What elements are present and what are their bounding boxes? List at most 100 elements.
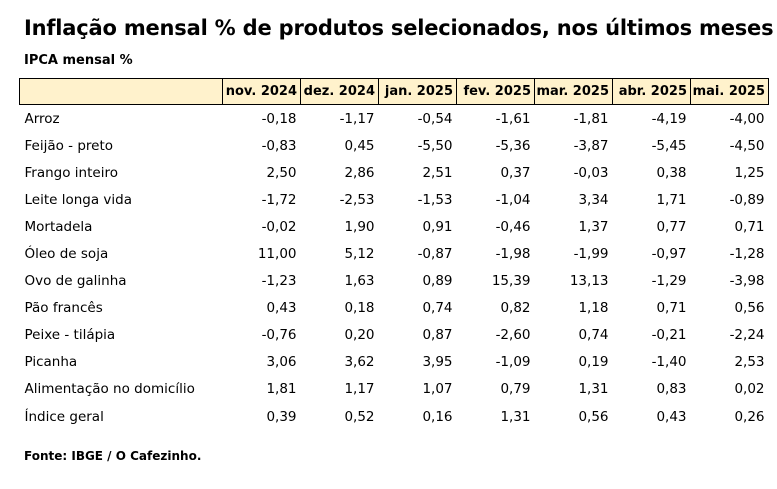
- value-cell: -1,17: [339, 110, 375, 127]
- value-cell: -1,23: [261, 273, 297, 290]
- value-cell: -1,98: [495, 246, 531, 263]
- chart-subtitle: IPCA mensal %: [24, 53, 133, 68]
- value-cell: -1,72: [261, 191, 297, 208]
- value-cell: -2,53: [339, 191, 375, 208]
- value-cell: 2,86: [344, 164, 375, 181]
- value-cell: 0,87: [422, 327, 453, 344]
- value-cell: -0,02: [261, 218, 297, 235]
- value-cell: 3,95: [422, 354, 453, 371]
- row-label: Feijão - preto: [24, 137, 114, 154]
- value-cell: 1,31: [578, 381, 609, 398]
- row-label: Leite longa vida: [24, 191, 133, 208]
- value-cell: 0,16: [422, 408, 453, 425]
- value-cell: -1,53: [417, 191, 453, 208]
- value-cell: 1,18: [578, 300, 609, 317]
- value-cell: 0,56: [734, 300, 765, 317]
- value-cell: 13,13: [569, 273, 609, 290]
- value-cell: 0,77: [656, 218, 687, 235]
- value-cell: -3,87: [573, 137, 609, 154]
- value-cell: -5,45: [651, 137, 687, 154]
- value-cell: 0,74: [422, 300, 453, 317]
- value-cell: 15,39: [491, 273, 531, 290]
- value-cell: 3,62: [344, 354, 375, 371]
- value-cell: 0,79: [500, 381, 531, 398]
- header-corner-cell: [19, 78, 223, 105]
- value-cell: 0,52: [344, 408, 375, 425]
- value-cell: 0,39: [266, 408, 297, 425]
- row-label: Mortadela: [24, 218, 93, 235]
- value-cell: 2,53: [734, 354, 765, 371]
- value-cell: -1,29: [651, 273, 687, 290]
- value-cell: 1,90: [344, 218, 375, 235]
- value-cell: -0,97: [651, 246, 687, 263]
- value-cell: -0,54: [417, 110, 453, 127]
- value-cell: 0,43: [656, 408, 687, 425]
- table-row: Óleo de soja 11,00 5,12 -0,87 -1,98 -1,99 -0,9…: [20, 240, 769, 267]
- column-header: jan. 2025: [378, 78, 457, 105]
- column-header: fev. 2025: [456, 78, 535, 105]
- value-cell: -0,76: [261, 327, 297, 344]
- value-cell: 2,51: [422, 164, 453, 181]
- value-cell: -0,21: [651, 327, 687, 344]
- table-row: Leite longa vida -1,72 -2,53 -1,53 -1,04 3,34…: [20, 186, 769, 213]
- value-cell: 0,71: [656, 300, 687, 317]
- value-cell: -4,00: [729, 110, 765, 127]
- value-cell: 3,06: [266, 354, 297, 371]
- header-row: nov. 2024 dez. 2024 jan. 2025 fev. 2025 mar.…: [19, 78, 769, 105]
- value-cell: 1,37: [578, 218, 609, 235]
- value-cell: -1,09: [495, 354, 531, 371]
- value-cell: -0,18: [261, 110, 297, 127]
- value-cell: -0,03: [573, 164, 609, 181]
- inflation-table: nov. 2024 dez. 2024 jan. 2025 fev. 2025 mar.…: [19, 78, 769, 430]
- row-label: Peixe - tilápia: [24, 327, 116, 344]
- value-cell: -0,89: [729, 191, 765, 208]
- table-row: Frango inteiro 2,50 2,86 2,51 0,37 -0,03 0,38 1…: [20, 159, 769, 186]
- table-row: Peixe - tilápia -0,76 0,20 0,87 -2,60 0,74 -0,…: [20, 322, 769, 349]
- row-label: Picanha: [24, 354, 78, 371]
- value-cell: 0,45: [344, 137, 375, 154]
- column-header: mar. 2025: [534, 78, 613, 105]
- row-label: Ovo de galinha: [24, 273, 127, 290]
- table-row: Ovo de galinha -1,23 1,63 0,89 15,39 13,13 -1,…: [20, 268, 769, 295]
- row-label: Óleo de soja: [24, 246, 109, 263]
- row-label: Arroz: [24, 110, 60, 127]
- value-cell: 11,00: [257, 246, 297, 263]
- value-cell: -1,40: [651, 354, 687, 371]
- value-cell: 0,19: [578, 354, 609, 371]
- source-note: Fonte: IBGE / O Cafezinho.: [24, 449, 202, 463]
- value-cell: 0,20: [344, 327, 375, 344]
- value-cell: -1,04: [495, 191, 531, 208]
- value-cell: 2,50: [266, 164, 297, 181]
- column-header: dez. 2024: [300, 78, 379, 105]
- value-cell: 0,43: [266, 300, 297, 317]
- chart-title: Inflação mensal % de produtos selecionad…: [24, 16, 774, 40]
- table-row: Arroz -0,18 -1,17 -0,54 -1,61 -1,81 -4,19 -4,00: [20, 105, 769, 133]
- row-label: Índice geral: [24, 408, 104, 425]
- column-header: mai. 2025: [690, 78, 769, 105]
- value-cell: 1,71: [656, 191, 687, 208]
- value-cell: 0,02: [734, 381, 765, 398]
- value-cell: 3,34: [578, 191, 609, 208]
- value-cell: -1,81: [573, 110, 609, 127]
- value-cell: -2,60: [495, 327, 531, 344]
- value-cell: 0,74: [578, 327, 609, 344]
- value-cell: 0,37: [500, 164, 531, 181]
- value-cell: 0,82: [500, 300, 531, 317]
- value-cell: 0,91: [422, 218, 453, 235]
- value-cell: -3,98: [729, 273, 765, 290]
- row-label: Frango inteiro: [24, 164, 118, 181]
- value-cell: 0,56: [578, 408, 609, 425]
- value-cell: 0,26: [734, 408, 765, 425]
- table-row: Pão francês 0,43 0,18 0,74 0,82 1,18 0,71 0,56: [20, 295, 769, 322]
- value-cell: -2,24: [729, 327, 765, 344]
- row-label: Pão francês: [24, 300, 103, 317]
- value-cell: 1,07: [422, 381, 453, 398]
- table-row: Índice geral 0,39 0,52 0,16 1,31 0,56 0,43 0,26: [20, 403, 769, 430]
- value-cell: -1,28: [729, 246, 765, 263]
- value-cell: 0,89: [422, 273, 453, 290]
- value-cell: 1,31: [500, 408, 531, 425]
- table-row: Alimentação no domicílio 1,81 1,17 1,07 0,79…: [20, 376, 769, 403]
- value-cell: -1,99: [573, 246, 609, 263]
- value-cell: 0,18: [344, 300, 375, 317]
- value-cell: -1,61: [495, 110, 531, 127]
